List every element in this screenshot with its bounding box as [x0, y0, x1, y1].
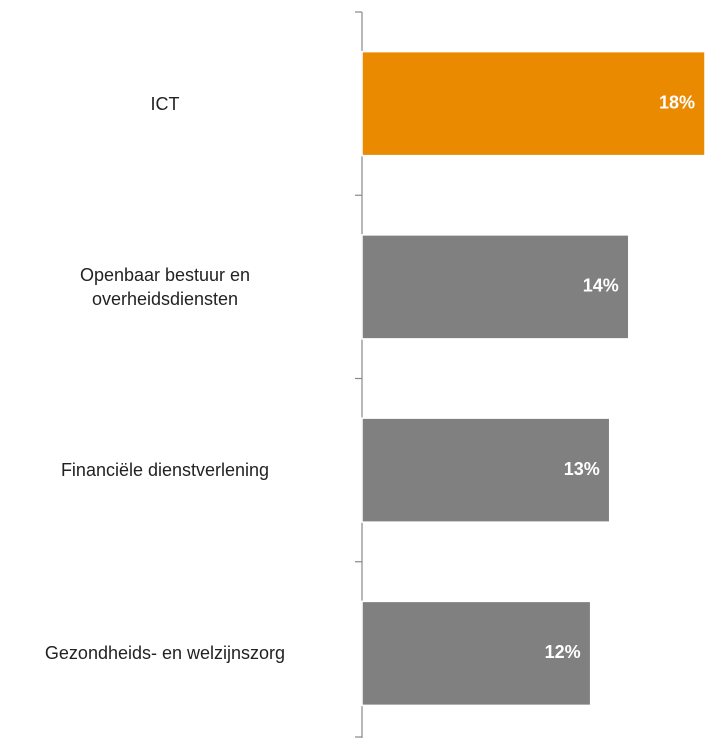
category-label: Financiële dienstverlening — [60, 460, 270, 481]
bar — [361, 600, 592, 707]
bar — [361, 417, 611, 523]
value-label: 14% — [583, 276, 619, 296]
value-label: 18% — [659, 92, 695, 112]
category-label: Gezondheids- en welzijnszorg — [44, 643, 286, 664]
value-label: 12% — [545, 642, 581, 662]
bar — [361, 234, 630, 340]
category-label: Openbaar bestuur en overheidsdiensten — [79, 264, 251, 309]
value-label: 13% — [564, 459, 600, 479]
category-label: ICT — [150, 93, 180, 114]
bar — [361, 50, 705, 157]
